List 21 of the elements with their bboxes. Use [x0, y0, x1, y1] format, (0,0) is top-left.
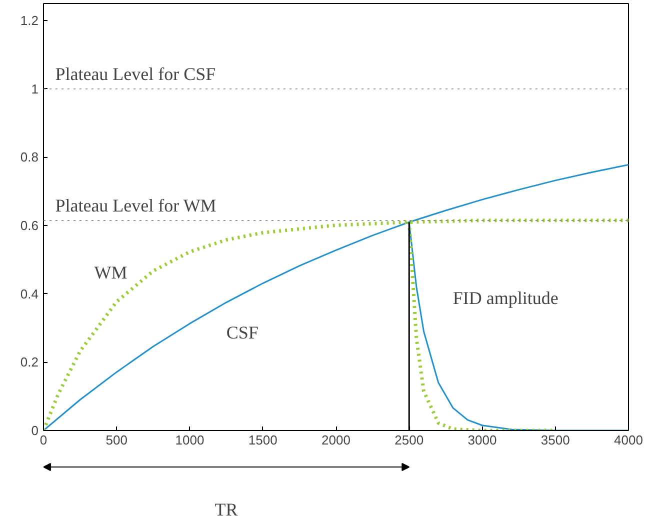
- x-tick-label: 500: [106, 432, 128, 448]
- y-tick-label: 0: [31, 423, 39, 438]
- ref-line-label: Plateau Level for CSF: [55, 64, 216, 84]
- x-tick-label: 2000: [322, 432, 350, 448]
- y-tick-label: 0.6: [20, 218, 39, 234]
- x-tick-label: 3000: [468, 432, 497, 448]
- y-tick-label: 1: [31, 81, 39, 96]
- annotation: FID amplitude: [452, 288, 558, 308]
- y-tick-label: 1.2: [20, 13, 39, 28]
- text: TR: [214, 500, 238, 520]
- ref-line-label: Plateau Level for WM: [55, 195, 216, 216]
- annotation: CSF: [226, 322, 258, 342]
- x-tick-label: 2500: [394, 432, 424, 448]
- x-tick-label: 3500: [540, 432, 570, 448]
- y-tick-label: 0.4: [20, 286, 39, 302]
- y-tick-label: 0.2: [20, 354, 39, 370]
- x-tick-label: 1000: [175, 432, 204, 448]
- x-tick-label: 1500: [248, 432, 278, 448]
- y-tick-label: 0.8: [20, 150, 39, 165]
- x-tick-label: 4000: [614, 432, 643, 448]
- annotation: WM: [94, 262, 128, 283]
